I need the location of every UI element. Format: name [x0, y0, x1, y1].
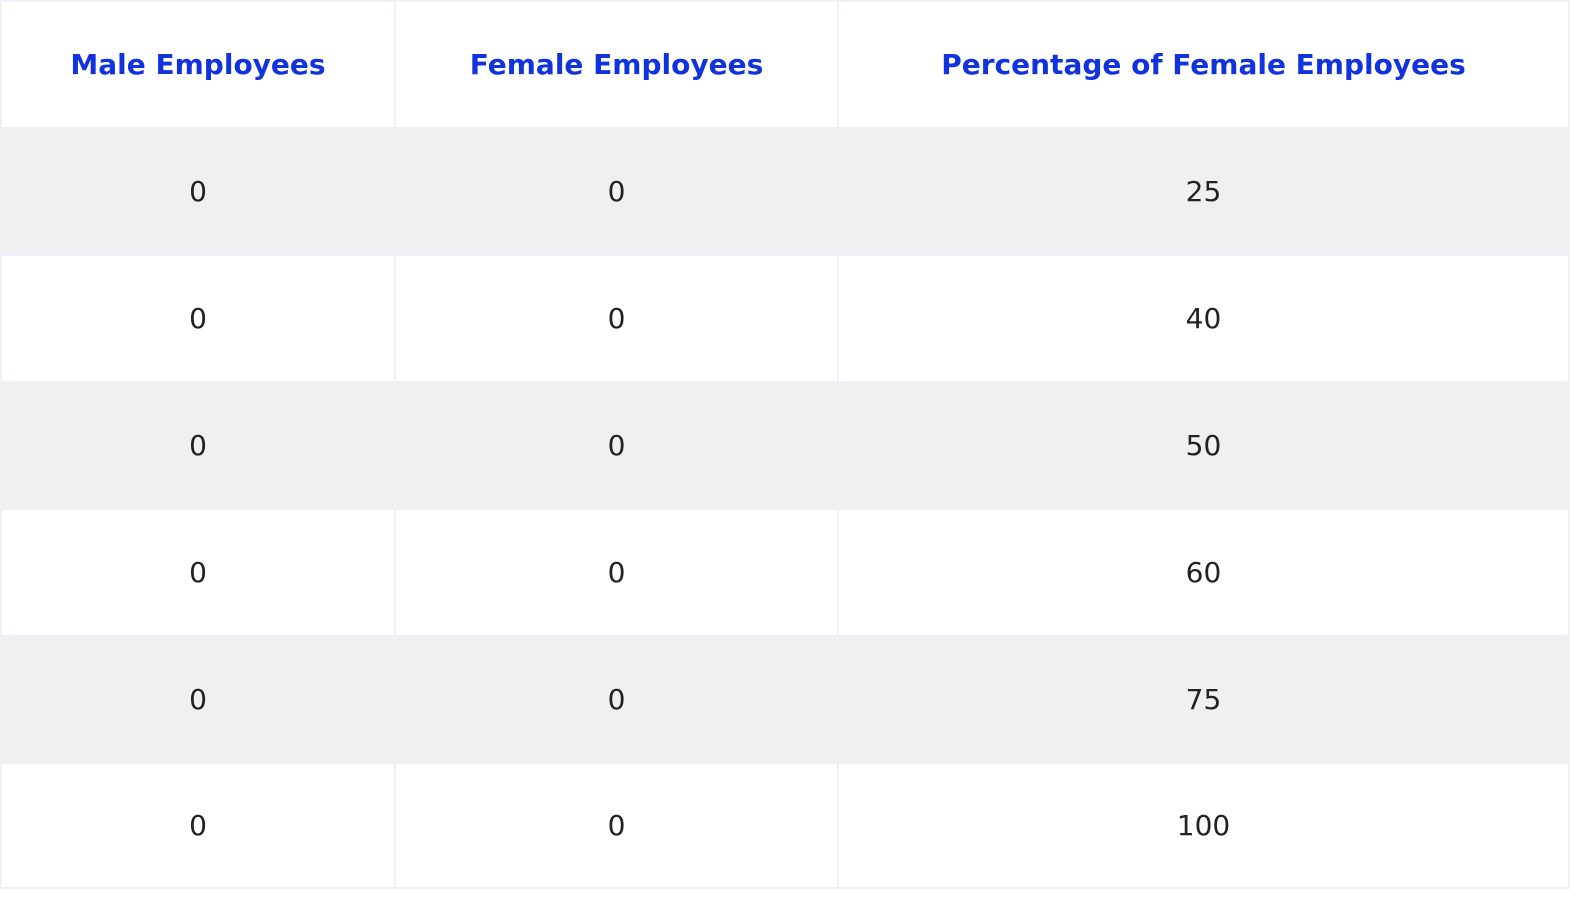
cell-percentage-female: 75 [837, 635, 1570, 764]
header-female-employees: Female Employees [394, 0, 839, 129]
table-row: 0 0 50 [0, 381, 1570, 510]
cell-percentage-female: 60 [837, 508, 1570, 637]
cell-male-employees: 0 [0, 254, 396, 383]
cell-female-employees: 0 [394, 762, 839, 889]
employees-table: Male Employees Female Employees Percenta… [0, 0, 1570, 889]
table-row: 0 0 60 [0, 508, 1570, 637]
cell-female-employees: 0 [394, 381, 839, 510]
data-table-container: Male Employees Female Employees Percenta… [0, 0, 1570, 889]
cell-percentage-female: 40 [837, 254, 1570, 383]
cell-female-employees: 0 [394, 635, 839, 764]
cell-male-employees: 0 [0, 635, 396, 764]
table-row: 0 0 40 [0, 254, 1570, 383]
cell-female-employees: 0 [394, 508, 839, 637]
cell-female-employees: 0 [394, 254, 839, 383]
table-row: 0 0 100 [0, 762, 1570, 889]
cell-percentage-female: 50 [837, 381, 1570, 510]
table-row: 0 0 75 [0, 635, 1570, 764]
cell-percentage-female: 100 [837, 762, 1570, 889]
cell-male-employees: 0 [0, 762, 396, 889]
cell-male-employees: 0 [0, 508, 396, 637]
cell-male-employees: 0 [0, 381, 396, 510]
header-male-employees: Male Employees [0, 0, 396, 129]
table-row: 0 0 25 [0, 127, 1570, 256]
cell-male-employees: 0 [0, 127, 396, 256]
cell-female-employees: 0 [394, 127, 839, 256]
cell-percentage-female: 25 [837, 127, 1570, 256]
table-header-row: Male Employees Female Employees Percenta… [0, 0, 1570, 129]
header-percentage-female: Percentage of Female Employees [837, 0, 1570, 129]
